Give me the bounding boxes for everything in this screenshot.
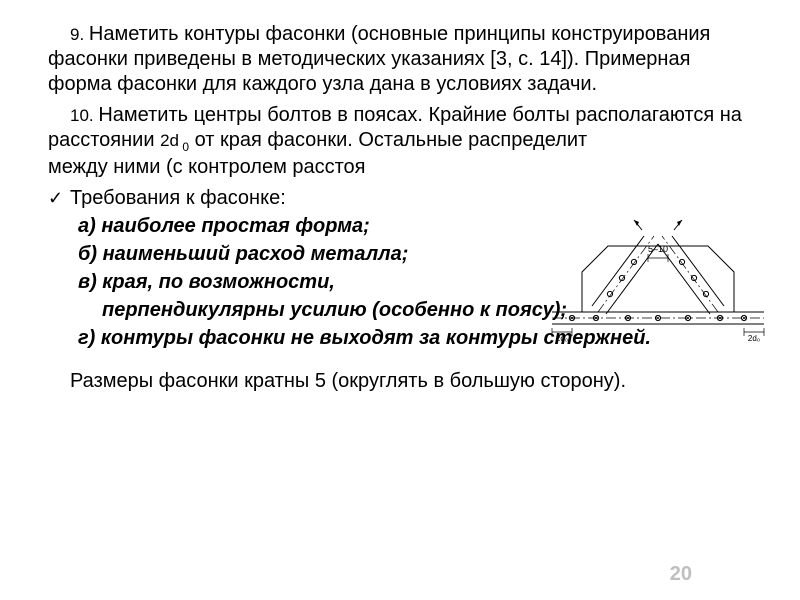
svg-text:2d₀: 2d₀ <box>748 334 760 342</box>
paragraph-9: 9. Наметить контуры фасонки (основные пр… <box>48 22 752 97</box>
gusset-diagram: 5–10 2d₀ 2d₀ <box>546 216 770 342</box>
paragraph-10: 10. Наметить центры болтов в поясах. Кра… <box>48 103 752 180</box>
requirements-row: ✓ Требования к фасонке: <box>48 186 752 211</box>
footer-5: 5 <box>315 370 332 392</box>
requirements-title: Требования к фасонке: <box>70 186 286 211</box>
paragraph-10-2d: 2d <box>160 131 179 150</box>
paragraph-10-sub: 0 <box>179 140 189 154</box>
paragraph-9-number: 9. <box>70 25 89 44</box>
gusset-svg: 5–10 2d₀ 2d₀ <box>546 216 770 342</box>
svg-text:2d₀: 2d₀ <box>556 334 568 342</box>
footer-note: Размеры фасонки кратны 5 (округлять в бо… <box>48 369 752 394</box>
page-number: 20 <box>670 563 692 586</box>
svg-text:5–10: 5–10 <box>648 244 668 254</box>
paragraph-10-number: 10. <box>70 106 98 125</box>
footer-text-b: (округлять в большую сторону). <box>332 370 627 392</box>
paragraph-9-text: Наметить контуры фасонки (основные принц… <box>48 23 710 95</box>
footer-text-a: Размеры фасонки кратны <box>70 370 315 392</box>
paragraph-10-text-b: от края фасонки. Остальные распределит <box>189 129 587 151</box>
check-icon: ✓ <box>48 186 70 210</box>
paragraph-10-text-c: между ними (с контролем расстоя <box>48 156 366 178</box>
